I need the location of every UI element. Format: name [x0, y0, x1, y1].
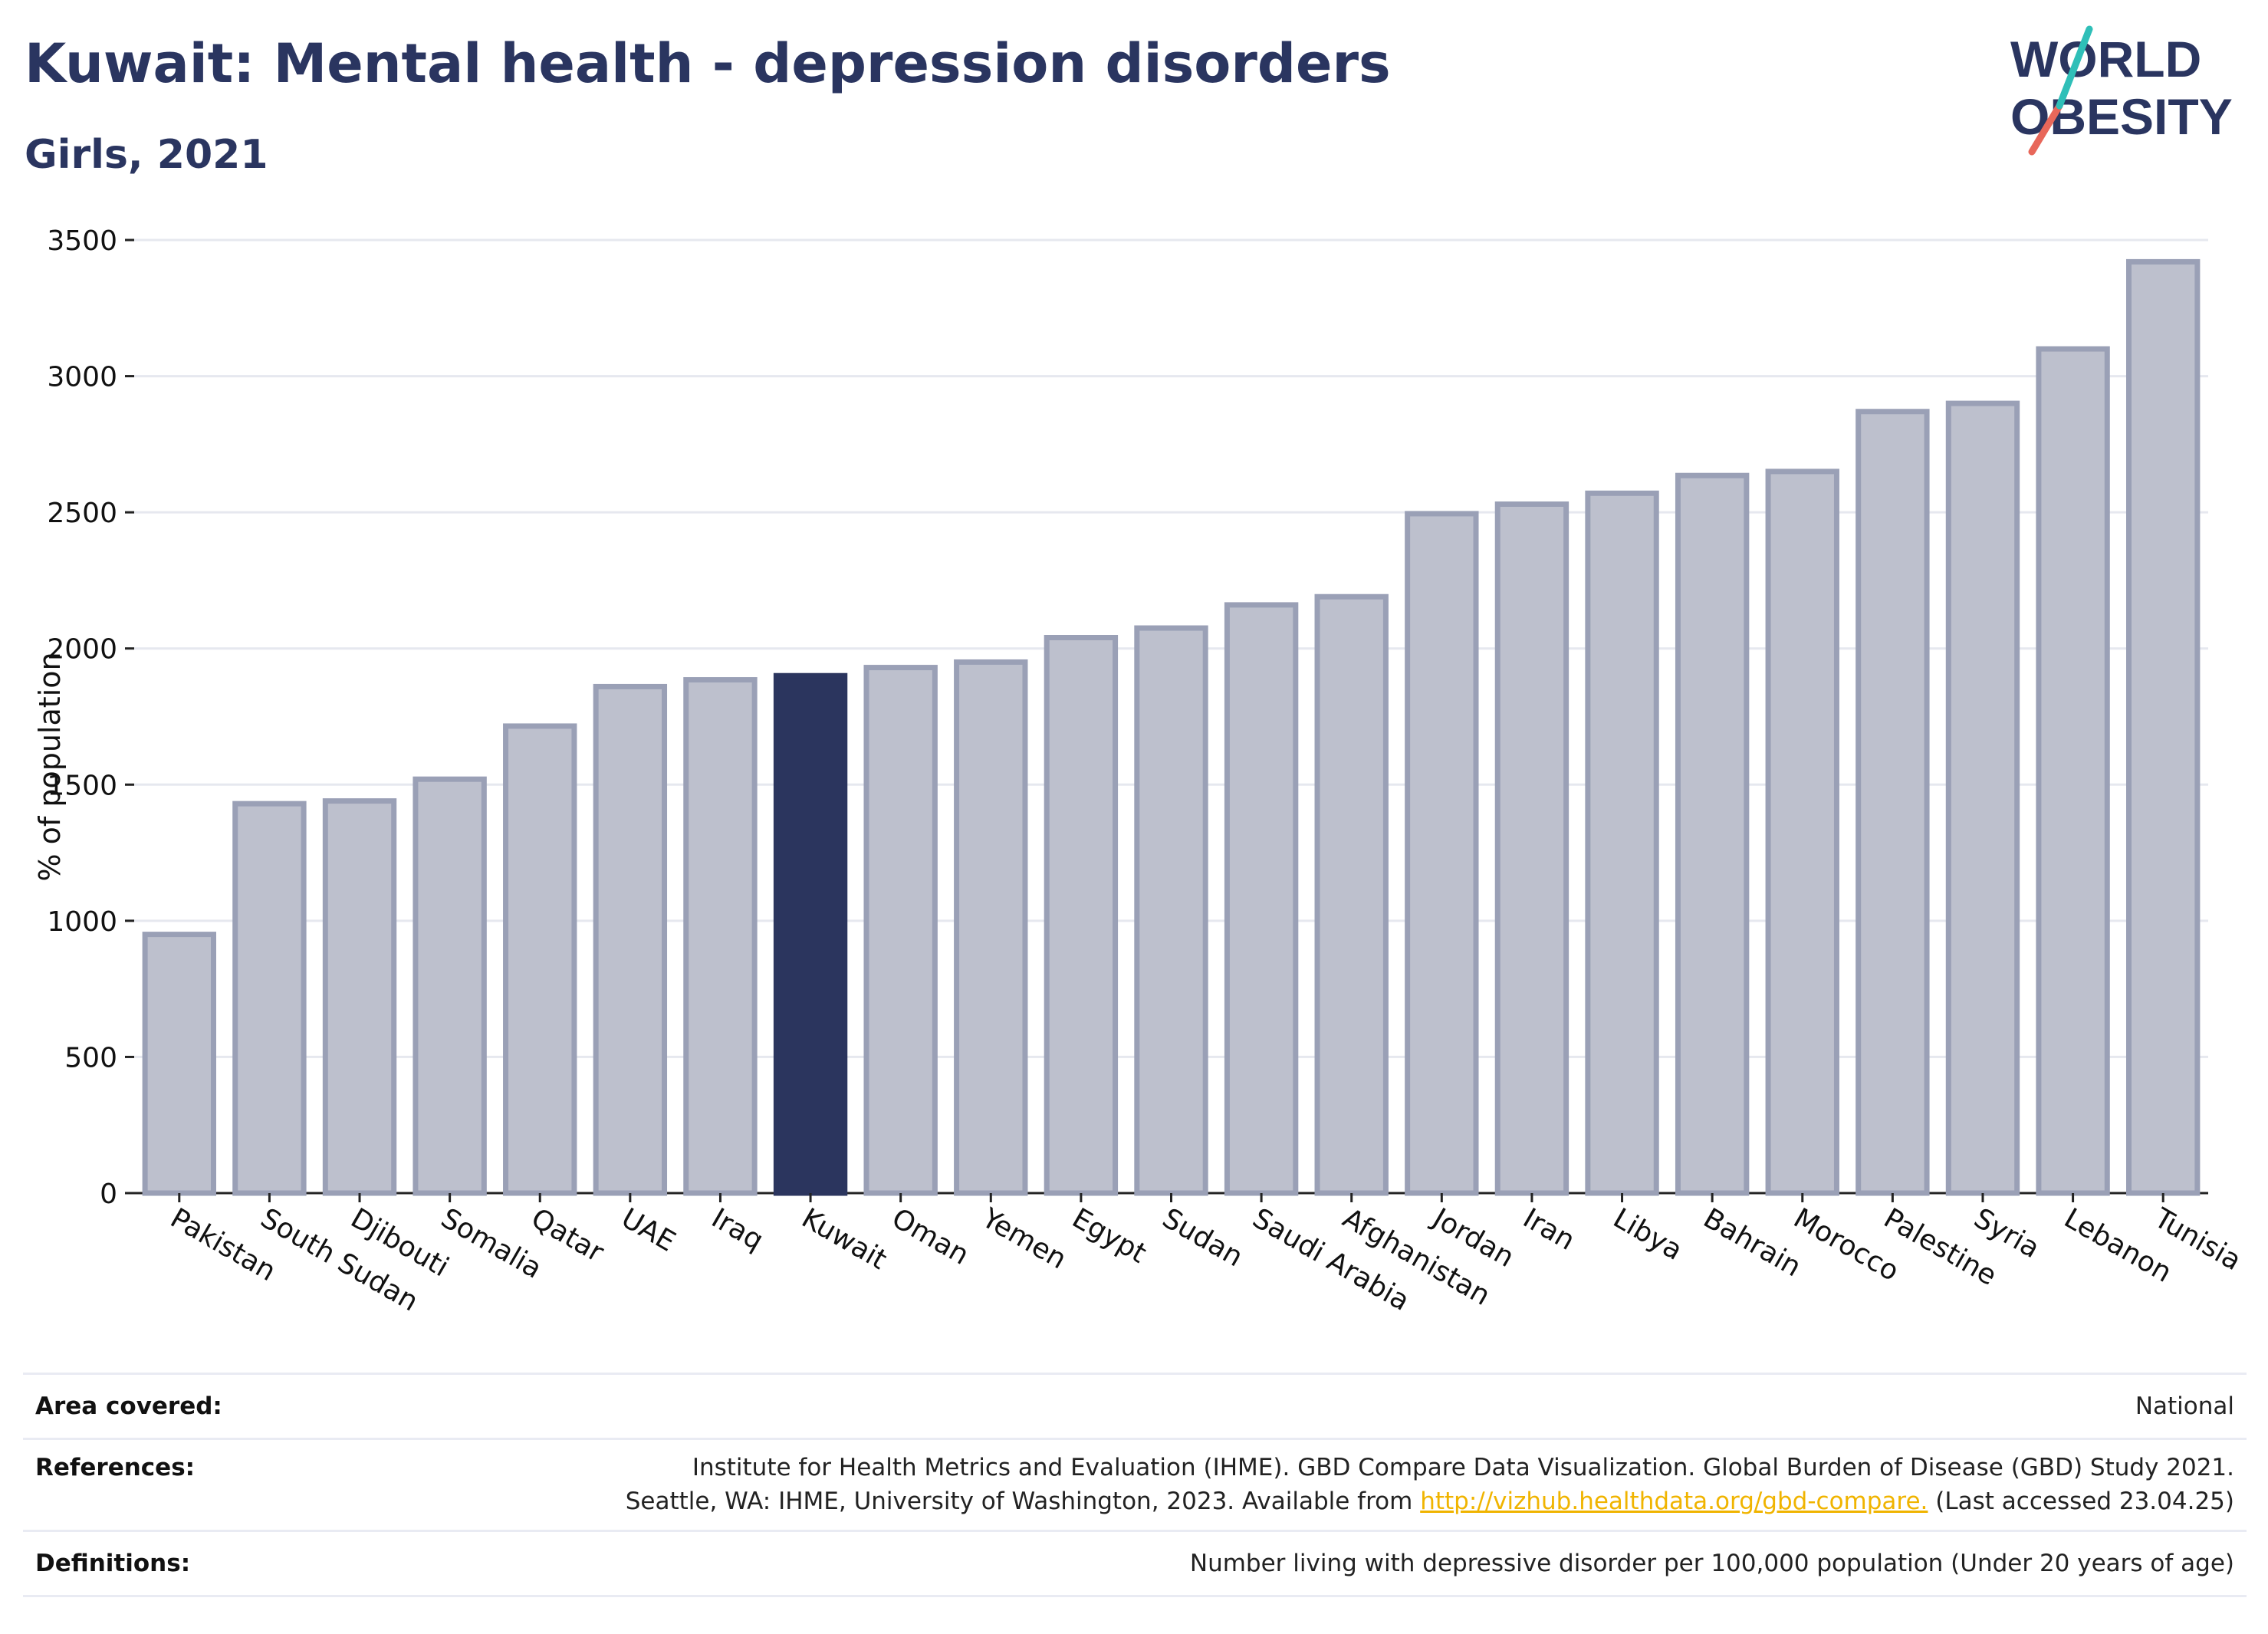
y-tick-label: 2000: [47, 634, 117, 666]
bar: [1405, 511, 1479, 1196]
y-tick-label: 1000: [47, 906, 117, 938]
bar: [1314, 593, 1389, 1196]
bar: [593, 683, 668, 1196]
y-tick-label: 0: [100, 1179, 117, 1210]
x-tick-label: Oman: [886, 1202, 974, 1271]
footer-row-definitions: Definitions: Number living with depressi…: [23, 1530, 2247, 1597]
bars: [142, 258, 2201, 1196]
bar: [413, 776, 487, 1196]
x-tick-label: Bahrain: [1698, 1202, 1806, 1283]
x-tick-label: Saudi Arabia: [1247, 1202, 1415, 1317]
chart-subtitle: Girls, 2021: [25, 132, 268, 178]
x-tick-label: Libya: [1608, 1202, 1688, 1267]
references-line-1: Institute for Health Metrics and Evaluat…: [692, 1454, 2234, 1481]
bar: [2126, 258, 2201, 1196]
bar: [503, 723, 577, 1196]
world-obesity-logo: WORLD OBESITY: [2010, 25, 2233, 156]
x-tick-label: Sudan: [1157, 1202, 1248, 1273]
bar: [1134, 625, 1208, 1196]
bar: [1585, 490, 1659, 1196]
references-label: References:: [35, 1454, 196, 1481]
bar: [1765, 469, 1839, 1196]
bar-chart: 0 500 1000 1500 2000 2500 3000 3500 PakistanSou…: [33, 225, 2247, 1318]
footer-row-area: Area covered: National: [23, 1373, 2247, 1438]
y-tick-label: 3500: [47, 225, 117, 257]
x-tick-label: Iran: [1517, 1202, 1579, 1257]
y-tick-label: 2500: [47, 498, 117, 529]
bar: [322, 798, 397, 1196]
bar: [954, 659, 1028, 1196]
references-value: Institute for Health Metrics and Evaluat…: [626, 1451, 2234, 1530]
area-covered-label: Area covered:: [35, 1392, 222, 1420]
x-tick-label: Iraq: [706, 1202, 768, 1257]
references-line-2: Seattle, WA: IHME, University of Washing…: [626, 1484, 2234, 1518]
logo-slash-red: [2028, 102, 2063, 156]
bar: [2036, 346, 2110, 1196]
references-accessed: (Last accessed 23.04.25): [1935, 1488, 2234, 1515]
bar: [1494, 501, 1570, 1196]
bar: [232, 801, 307, 1196]
y-tick-label: 500: [64, 1042, 117, 1073]
chart-title: Kuwait: Mental health - depression disor…: [25, 32, 1391, 95]
gbd-compare-link[interactable]: http://vizhub.healthdata.org/gbd-compare…: [1420, 1488, 1928, 1515]
x-tick-label: Egypt: [1067, 1202, 1151, 1269]
bar: [1945, 400, 2020, 1196]
references-line-2-text: Seattle, WA: IHME, University of Washing…: [625, 1488, 1413, 1515]
bar: [863, 665, 938, 1196]
x-tick-label: Somalia: [436, 1202, 547, 1285]
logo-slash-teal: [2056, 25, 2093, 110]
footer-table: Area covered: National References: Insti…: [23, 1373, 2247, 1597]
x-tick-label: UAE: [616, 1202, 680, 1258]
area-covered-value: National: [2135, 1392, 2234, 1420]
bar: [1044, 635, 1119, 1196]
definitions-label: Definitions:: [35, 1550, 191, 1577]
x-tick-label: Kuwait: [797, 1202, 892, 1276]
y-axis-label: % of population: [33, 652, 67, 881]
y-tick-label: 1500: [47, 770, 117, 801]
logo-word-1: WORLD: [2010, 31, 2201, 87]
bar: [142, 932, 216, 1196]
logo-word-2: OBESITY: [2010, 88, 2233, 145]
footer-row-references: References: Institute for Health Metrics…: [23, 1438, 2247, 1530]
y-tick-label: 3000: [47, 362, 117, 393]
bar: [1224, 602, 1299, 1196]
bar: [1675, 472, 1750, 1196]
definitions-value: Number living with depressive disorder p…: [1189, 1550, 2234, 1577]
bar: [683, 677, 758, 1196]
x-tick-label: Yemen: [976, 1202, 1072, 1276]
bar: [1855, 409, 1930, 1196]
bar-highlighted: [773, 672, 848, 1196]
